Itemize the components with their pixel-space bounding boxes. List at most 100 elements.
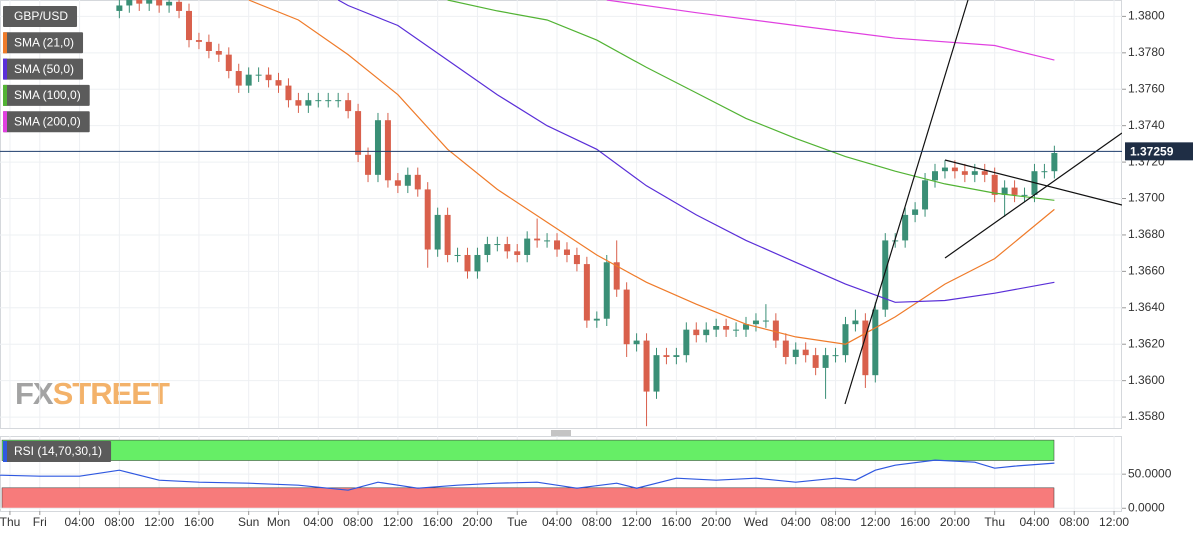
candle-body <box>723 326 730 330</box>
candle-body <box>1051 152 1058 172</box>
x-tick-label: 16:00 <box>184 515 214 529</box>
candle-body <box>613 262 620 290</box>
price-panel <box>0 0 1122 429</box>
candle-body <box>1041 171 1048 173</box>
zone-band <box>1 439 1055 461</box>
candle-body <box>305 100 312 106</box>
watermark: FXSTREET <box>15 376 170 411</box>
candle-body <box>434 214 441 250</box>
candle-body <box>554 240 561 250</box>
candle-body <box>494 244 501 246</box>
y-tick-label: 1.3740 <box>1128 118 1165 132</box>
candle-body <box>693 329 700 336</box>
last-price-label: 1.37259 <box>1130 145 1174 159</box>
x-tick-label: 20:00 <box>462 515 492 529</box>
candle-body <box>524 238 531 255</box>
candle-body <box>285 85 292 101</box>
candle-body <box>951 167 958 172</box>
candle-body <box>743 324 750 330</box>
y-tick-label: 1.3660 <box>1128 264 1165 278</box>
x-tick-label: 12:00 <box>1099 515 1129 529</box>
y-tick-label: 1.3580 <box>1128 409 1165 423</box>
candle-body <box>365 154 372 175</box>
candle-body <box>882 240 889 310</box>
legend-item: SMA (100,0) <box>3 84 90 106</box>
candle-body <box>981 171 988 175</box>
candle-body <box>663 355 670 357</box>
y-tick-label: 1.3680 <box>1128 227 1165 241</box>
candle-body <box>832 355 839 357</box>
candle-body <box>225 54 232 72</box>
candle-body <box>504 244 511 252</box>
candle-body <box>603 262 610 319</box>
candle-body <box>623 289 630 345</box>
legend-box <box>3 441 112 462</box>
candle-body <box>653 355 660 392</box>
candle-body <box>563 249 570 255</box>
line-series <box>337 0 1055 303</box>
x-tick-label: 20:00 <box>940 515 970 529</box>
indicator-label: RSI (14,70,30,1) <box>3 441 112 462</box>
legend-item: SMA (50,0) <box>3 58 84 80</box>
legend-swatch <box>3 111 7 133</box>
candle-body <box>325 100 332 102</box>
trend-lines <box>844 0 1122 405</box>
candle-body <box>1001 187 1008 195</box>
candle-body <box>912 209 919 215</box>
candle-body <box>991 174 998 195</box>
x-tick-label: 12:00 <box>383 515 413 529</box>
candle-body <box>384 120 391 181</box>
candle-body <box>643 340 650 392</box>
x-tick-label: 08:00 <box>104 515 134 529</box>
legend-box <box>3 84 90 106</box>
candle-body <box>822 355 829 368</box>
candle-body <box>116 5 123 11</box>
candle-body <box>205 41 212 51</box>
candle-body <box>166 1 173 6</box>
x-tick-label: 04:00 <box>781 515 811 529</box>
candle-body <box>852 320 859 325</box>
watermark-left: FX <box>15 376 54 411</box>
candle-body <box>454 254 461 256</box>
panel-resize-handle[interactable] <box>551 430 571 436</box>
candle-body <box>971 171 978 175</box>
candle-body <box>583 264 590 321</box>
candle-body <box>673 355 680 357</box>
legend-label: SMA (50,0) <box>14 62 74 76</box>
x-tick-label: Sun <box>238 515 259 529</box>
candle-body <box>633 340 640 345</box>
candle-body <box>812 355 819 368</box>
y-tick-label: 1.3700 <box>1128 191 1165 205</box>
y-tick-label: 50.0000 <box>1128 466 1172 480</box>
candle-body <box>1021 194 1028 196</box>
candle-body <box>862 320 869 376</box>
x-tick-label: 08:00 <box>821 515 851 529</box>
x-tick-label: 20:00 <box>701 515 731 529</box>
x-tick-label: Thu <box>0 515 20 529</box>
trend-line <box>844 0 969 405</box>
line-series <box>606 0 1055 61</box>
line-series <box>0 459 1055 491</box>
candle-body <box>474 254 481 272</box>
legend-box <box>3 32 84 54</box>
candle-body <box>275 80 282 86</box>
candle-body <box>414 174 421 190</box>
candle-body <box>713 326 720 330</box>
last-price-tag <box>1125 142 1193 161</box>
legend-box <box>3 58 84 80</box>
candle-body <box>772 320 779 341</box>
trend-line <box>944 159 1122 206</box>
x-tick-label: 04:00 <box>542 515 572 529</box>
candle-body <box>156 0 163 6</box>
legend-swatch <box>3 58 7 80</box>
x-tick-label: 04:00 <box>303 515 333 529</box>
candle-body <box>444 214 451 255</box>
legend-label: GBP/USD <box>14 9 68 23</box>
candle-body <box>752 320 759 325</box>
legend-item: SMA (21,0) <box>3 32 84 54</box>
candle-body <box>762 320 769 322</box>
candle-body <box>424 189 431 250</box>
legend-label: SMA (21,0) <box>14 35 74 49</box>
legend-label: SMA (100,0) <box>14 88 81 102</box>
candle-body <box>265 74 272 81</box>
